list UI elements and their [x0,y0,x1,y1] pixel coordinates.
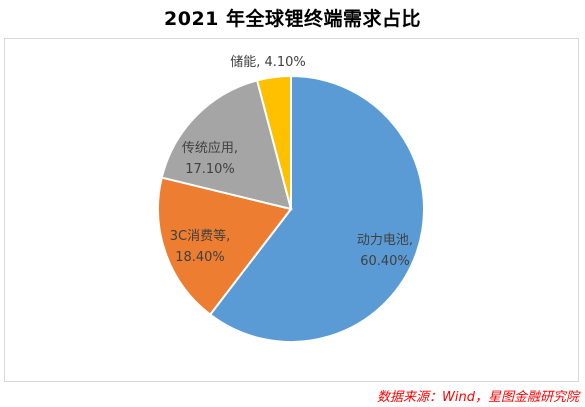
slice-value-0: 60.40% [360,254,410,269]
chart-title: 2021 年全球锂终端需求占比 [164,8,421,30]
pie-slice-1 [157,176,293,317]
slice-value-2: 17.10% [185,162,235,177]
pie-slice-3 [255,74,292,210]
slice-label-0: 动力电池, [357,233,413,248]
slice-label-2: 传统应用, [182,140,238,156]
slice-value-1: 18.40% [175,250,225,265]
pie-slice-0 [208,74,425,343]
slice-label-3: 储能, 4.10% [230,55,306,70]
slice-label-1: 3C消费等, [170,228,230,244]
pie-slice-2 [160,79,293,211]
source-note: 数据来源：Wind，星图金融研究院 [377,390,579,405]
